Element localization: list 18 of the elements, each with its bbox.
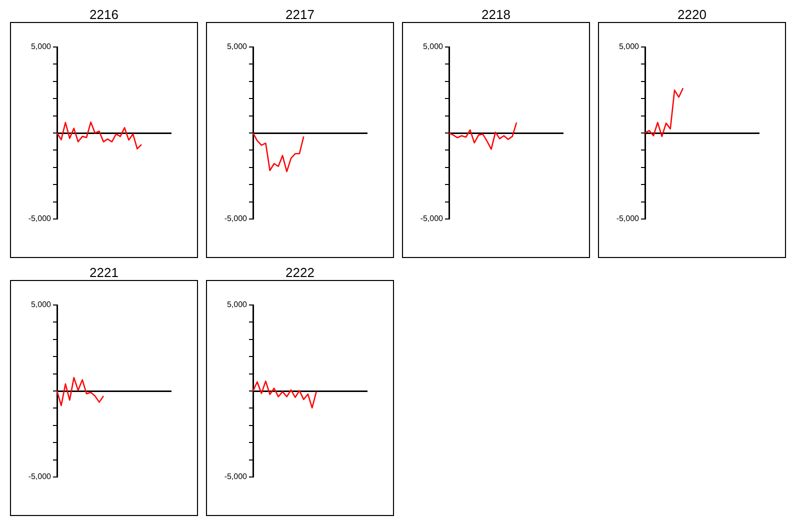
chart-title: 2220 bbox=[676, 7, 708, 22]
y-tick-label: -5,000 bbox=[28, 472, 52, 482]
chart-title: 2221 bbox=[88, 265, 120, 280]
chart-title: 2222 bbox=[284, 265, 316, 280]
y-tick-label: 5,000 bbox=[30, 42, 52, 52]
y-tick-label: 5,000 bbox=[618, 42, 640, 52]
y-tick-label: 5,000 bbox=[226, 42, 248, 52]
chart-title: 2217 bbox=[284, 7, 316, 22]
y-tick-label: -5,000 bbox=[616, 214, 640, 224]
chart-title: 2216 bbox=[88, 7, 120, 22]
y-tick-label: -5,000 bbox=[420, 214, 444, 224]
y-tick-label: 5,000 bbox=[226, 300, 248, 310]
y-tick-label: -5,000 bbox=[224, 472, 248, 482]
y-tick-label: -5,000 bbox=[224, 214, 248, 224]
y-tick-label: 5,000 bbox=[30, 300, 52, 310]
y-tick-label: -5,000 bbox=[28, 214, 52, 224]
chart-title: 2218 bbox=[480, 7, 512, 22]
y-tick-label: 5,000 bbox=[422, 42, 444, 52]
